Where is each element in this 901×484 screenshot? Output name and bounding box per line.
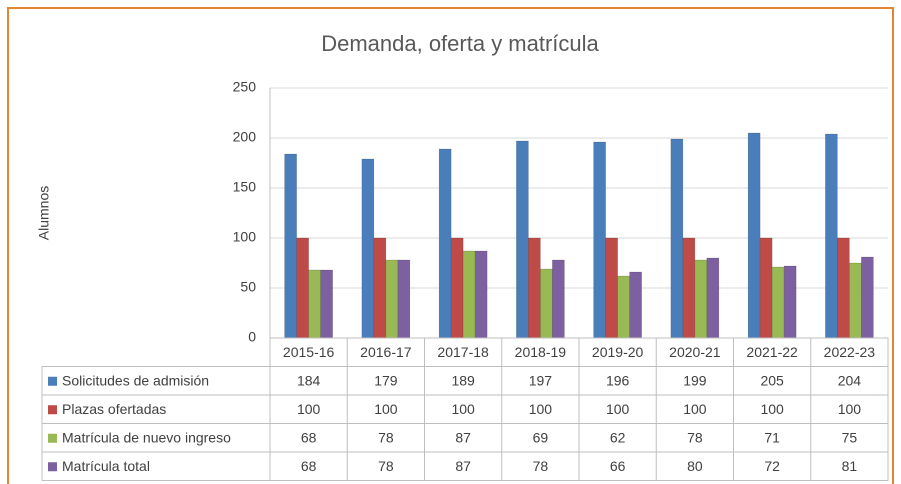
- bar: [605, 237, 618, 339]
- table-value: 179: [374, 372, 398, 388]
- x-tick-label: 2017-18: [437, 344, 489, 360]
- y-tick-label: 250: [233, 79, 257, 95]
- legend-key: [48, 376, 57, 386]
- legend-label: Plazas ofertadas: [62, 401, 166, 417]
- table-value: 71: [764, 429, 780, 445]
- bar: [296, 237, 309, 339]
- table-value: 66: [610, 458, 626, 474]
- bar: [528, 237, 541, 339]
- table-value: 78: [378, 458, 394, 474]
- table-value: 78: [378, 429, 394, 445]
- legend-key: [48, 433, 57, 443]
- bar: [861, 256, 874, 339]
- chart-title: Demanda, oferta y matrícula: [321, 31, 599, 56]
- x-tick-label: 2020-21: [669, 344, 721, 360]
- table-value: 68: [301, 458, 317, 474]
- table-value: 75: [842, 429, 858, 445]
- bar: [747, 132, 761, 339]
- bar: [320, 269, 333, 339]
- bar: [783, 265, 797, 339]
- bar: [694, 259, 708, 339]
- bar: [670, 138, 684, 339]
- x-tick-label: 2018-19: [515, 344, 567, 360]
- table-value: 204: [838, 372, 862, 388]
- table-value: 197: [529, 372, 553, 388]
- bar: [682, 237, 696, 339]
- bar: [540, 268, 553, 339]
- bar: [849, 262, 862, 339]
- bar: [474, 250, 488, 339]
- table-value: 62: [610, 429, 626, 445]
- table-value: 100: [838, 401, 862, 417]
- table-value: 68: [301, 429, 317, 445]
- y-tick-label: 200: [233, 129, 257, 145]
- table-value: 100: [606, 401, 630, 417]
- y-tick-label: 0: [248, 329, 256, 345]
- legend-label: Matrícula total: [62, 458, 150, 474]
- bar: [397, 259, 411, 339]
- bar: [462, 250, 476, 339]
- y-tick-label: 100: [233, 229, 257, 245]
- legend-key: [48, 462, 57, 472]
- table-value: 78: [687, 429, 703, 445]
- bar: [516, 140, 529, 339]
- bar: [825, 133, 838, 339]
- table-value: 100: [374, 401, 398, 417]
- legend-label: Matrícula de nuevo ingreso: [62, 429, 231, 445]
- x-tick-label: 2016-17: [360, 344, 412, 360]
- table-value: 100: [297, 401, 321, 417]
- bar: [617, 275, 630, 339]
- bar: [552, 259, 565, 339]
- table-value: 100: [760, 401, 784, 417]
- bar: [385, 259, 399, 339]
- table-value: 205: [760, 372, 784, 388]
- y-tick-label: 50: [240, 279, 256, 295]
- frame: [7, 7, 894, 484]
- bar: [706, 257, 720, 339]
- bar: [771, 266, 785, 339]
- table-value: 81: [842, 458, 858, 474]
- bar: [593, 141, 606, 339]
- table-value: 78: [533, 458, 549, 474]
- table-value: 196: [606, 372, 630, 388]
- table-value: 72: [764, 458, 780, 474]
- table-value: 80: [687, 458, 703, 474]
- table-value: 87: [455, 429, 471, 445]
- bar: [759, 237, 773, 339]
- table-value: 199: [683, 372, 707, 388]
- table-value: 87: [455, 458, 471, 474]
- bar: [361, 158, 375, 339]
- y-axis-label: Alumnos: [36, 186, 52, 240]
- table-value: 100: [451, 401, 475, 417]
- table-value: 184: [297, 372, 321, 388]
- table-value: 100: [683, 401, 707, 417]
- table-value: 69: [533, 429, 549, 445]
- y-tick-label: 150: [233, 179, 257, 195]
- x-tick-label: 2021-22: [746, 344, 798, 360]
- table-value: 100: [529, 401, 553, 417]
- bar: [837, 237, 850, 339]
- bar: [438, 148, 452, 339]
- legend-key: [48, 405, 57, 415]
- bar: [284, 153, 297, 339]
- x-tick-label: 2022-23: [824, 344, 876, 360]
- x-tick-label: 2019-20: [592, 344, 644, 360]
- bar: [629, 271, 642, 339]
- bar: [373, 237, 387, 339]
- legend-label: Solicitudes de admisión: [62, 372, 209, 388]
- bar: [450, 237, 464, 339]
- x-tick-label: 2015-16: [283, 344, 335, 360]
- bar: [308, 269, 321, 339]
- table-value: 189: [451, 372, 475, 388]
